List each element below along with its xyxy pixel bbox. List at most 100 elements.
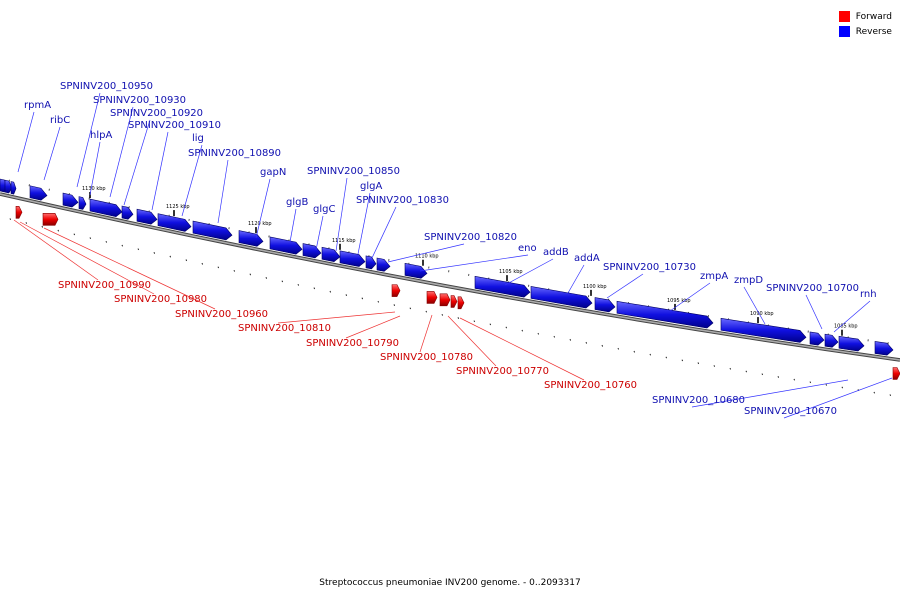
gene-arrow: [339, 250, 366, 267]
gene-label: SPNINV200_10820: [424, 232, 517, 243]
lower-tick: [505, 326, 508, 329]
lower-tick: [345, 294, 348, 296]
label-spninv200-10700: SPNINV200_10700: [766, 283, 859, 330]
lower-tick: [697, 362, 700, 365]
lower-tick: [761, 373, 764, 376]
lower-tick: [793, 378, 796, 381]
lower-tick: [457, 317, 460, 319]
reverse-gene: [404, 262, 428, 279]
label-spninv200-10850: SPNINV200_10850: [307, 166, 400, 252]
lower-tick: [617, 347, 620, 350]
leader-line: [315, 215, 324, 251]
gene-label: lig: [192, 133, 204, 144]
lower-tick: [425, 310, 428, 313]
gene-label: SPNINV200_10790: [306, 338, 399, 349]
label-spninv200-10920: SPNINV200_10920: [110, 108, 203, 206]
gene-arrow: [391, 284, 401, 297]
label-glgc: glgC: [313, 204, 335, 251]
lower-tick: [313, 287, 316, 290]
leader-line: [76, 92, 101, 188]
gene-arrow: [824, 333, 839, 348]
leader-line: [151, 131, 169, 211]
gene-label: SPNINV200_10990: [58, 280, 151, 291]
leader-line: [371, 206, 397, 259]
forward-gene: [450, 295, 458, 308]
lower-tick: [297, 283, 300, 286]
lower-tick: [569, 338, 572, 341]
leader-line: [277, 311, 396, 324]
lower-tick: [633, 350, 636, 353]
reverse-gene: [29, 185, 48, 201]
forward-swatch: [838, 11, 850, 22]
gene-label: rnh: [860, 289, 877, 300]
label-spninv200-10770: SPNINV200_10770: [447, 315, 549, 377]
label-spninv200-10680: SPNINV200_10680: [652, 379, 849, 408]
reverse-gene: [838, 335, 865, 352]
leader-line: [43, 227, 216, 310]
kbp-tick-label: 1100 kbp: [583, 284, 607, 290]
gene-label: ribC: [50, 115, 70, 126]
label-spninv200-10830: SPNINV200_10830: [356, 195, 449, 259]
reverse-gene: [10, 181, 17, 195]
gene-arrow: [450, 295, 458, 308]
gene-label: SPNINV200_10920: [110, 108, 203, 119]
label-spninv200-10820: SPNINV200_10820: [387, 232, 517, 263]
legend-reverse: Reverse: [838, 24, 892, 39]
lower-tick: [521, 329, 524, 332]
gene-arrow: [238, 230, 264, 247]
gene-label: glgB: [286, 197, 308, 208]
lower-tick: [729, 367, 732, 370]
gene-label: SPNINV200_10770: [456, 366, 549, 377]
legend: Forward Reverse: [838, 9, 892, 39]
gene-label: SPNINV200_10810: [238, 323, 331, 334]
label-glgb: glgB: [286, 197, 308, 243]
gene-arrow: [720, 317, 807, 343]
leader-line: [419, 314, 433, 353]
lower-tick: [441, 313, 444, 316]
gene-arrow: [192, 220, 233, 241]
leader-line: [691, 379, 849, 408]
gene-arrow: [616, 300, 714, 329]
leader-line: [289, 208, 297, 243]
kbp-tick-label: 1115 kbp: [332, 238, 356, 244]
label-zmpd: zmpD: [734, 275, 766, 325]
reverse-gene: [89, 198, 123, 218]
kbp-tick-label: 1125 kbp: [166, 204, 190, 210]
gene-arrow: [136, 208, 158, 225]
reverse-gene: [121, 205, 134, 220]
gene-label: zmpD: [734, 275, 763, 286]
gene-label: SPNINV200_10780: [380, 352, 473, 363]
label-spninv200-10990: SPNINV200_10990: [13, 219, 151, 291]
lower-tick: [825, 384, 828, 386]
leader-line: [606, 273, 644, 299]
leader-line: [783, 377, 893, 419]
gene-arrow: [365, 255, 377, 270]
lower-tick: [873, 391, 876, 394]
label-spninv200-10810: SPNINV200_10810: [238, 311, 396, 334]
gene-arrow: [404, 262, 428, 279]
gene-arrow: [62, 192, 79, 208]
gene-label: SPNINV200_10930: [93, 95, 186, 106]
label-addb: addB: [504, 247, 569, 286]
lower-tick: [9, 218, 12, 221]
label-hlpa: hlpA: [89, 130, 112, 196]
reverse-gene: [530, 286, 593, 309]
gene-arrow: [321, 246, 341, 262]
leader-line: [181, 144, 203, 217]
leader-line: [109, 106, 134, 198]
lower-tick: [329, 290, 332, 293]
leader-line: [387, 243, 465, 263]
lower-tick: [489, 323, 492, 326]
label-rnh: rnh: [833, 289, 877, 333]
reverse-swatch: [838, 26, 850, 37]
lower-tick: [585, 341, 588, 344]
label-rpma: rpmA: [17, 100, 51, 173]
lower-tick: [201, 262, 204, 265]
lower-tick: [57, 229, 60, 232]
lower-tick: [281, 280, 284, 283]
gene-label: addA: [574, 253, 600, 264]
lower-tick: [169, 255, 172, 258]
reverse-gene: [238, 230, 264, 247]
lower-tick: [809, 381, 812, 384]
